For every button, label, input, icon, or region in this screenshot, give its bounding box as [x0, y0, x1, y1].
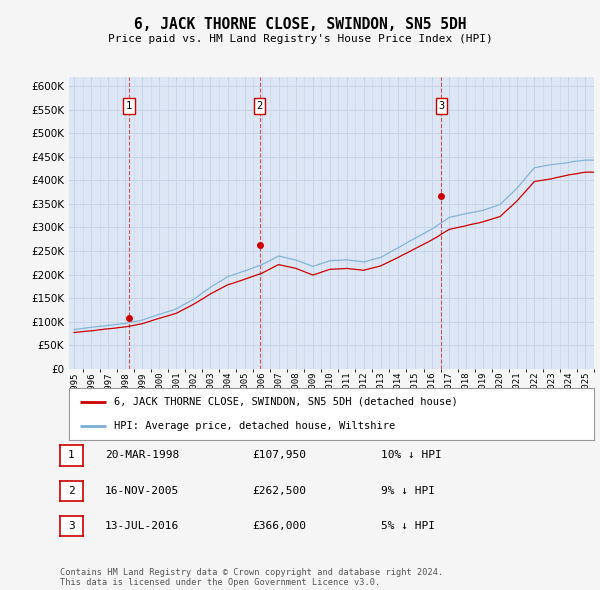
Text: £107,950: £107,950: [252, 451, 306, 460]
Text: 13-JUL-2016: 13-JUL-2016: [105, 522, 179, 531]
Text: 6, JACK THORNE CLOSE, SWINDON, SN5 5DH (detached house): 6, JACK THORNE CLOSE, SWINDON, SN5 5DH (…: [113, 396, 457, 407]
Text: 9% ↓ HPI: 9% ↓ HPI: [381, 486, 435, 496]
Text: 2: 2: [256, 101, 263, 111]
Text: 16-NOV-2005: 16-NOV-2005: [105, 486, 179, 496]
Text: HPI: Average price, detached house, Wiltshire: HPI: Average price, detached house, Wilt…: [113, 421, 395, 431]
Text: 3: 3: [438, 101, 445, 111]
Text: 1: 1: [68, 451, 75, 460]
Text: 20-MAR-1998: 20-MAR-1998: [105, 451, 179, 460]
Text: £262,500: £262,500: [252, 486, 306, 496]
Text: Contains HM Land Registry data © Crown copyright and database right 2024.
This d: Contains HM Land Registry data © Crown c…: [60, 568, 443, 587]
Text: 5% ↓ HPI: 5% ↓ HPI: [381, 522, 435, 531]
Text: Price paid vs. HM Land Registry's House Price Index (HPI): Price paid vs. HM Land Registry's House …: [107, 34, 493, 44]
Text: £366,000: £366,000: [252, 522, 306, 531]
Text: 1: 1: [126, 101, 132, 111]
Text: 10% ↓ HPI: 10% ↓ HPI: [381, 451, 442, 460]
Text: 2: 2: [68, 486, 75, 496]
Text: 6, JACK THORNE CLOSE, SWINDON, SN5 5DH: 6, JACK THORNE CLOSE, SWINDON, SN5 5DH: [134, 17, 466, 31]
Text: 3: 3: [68, 522, 75, 531]
